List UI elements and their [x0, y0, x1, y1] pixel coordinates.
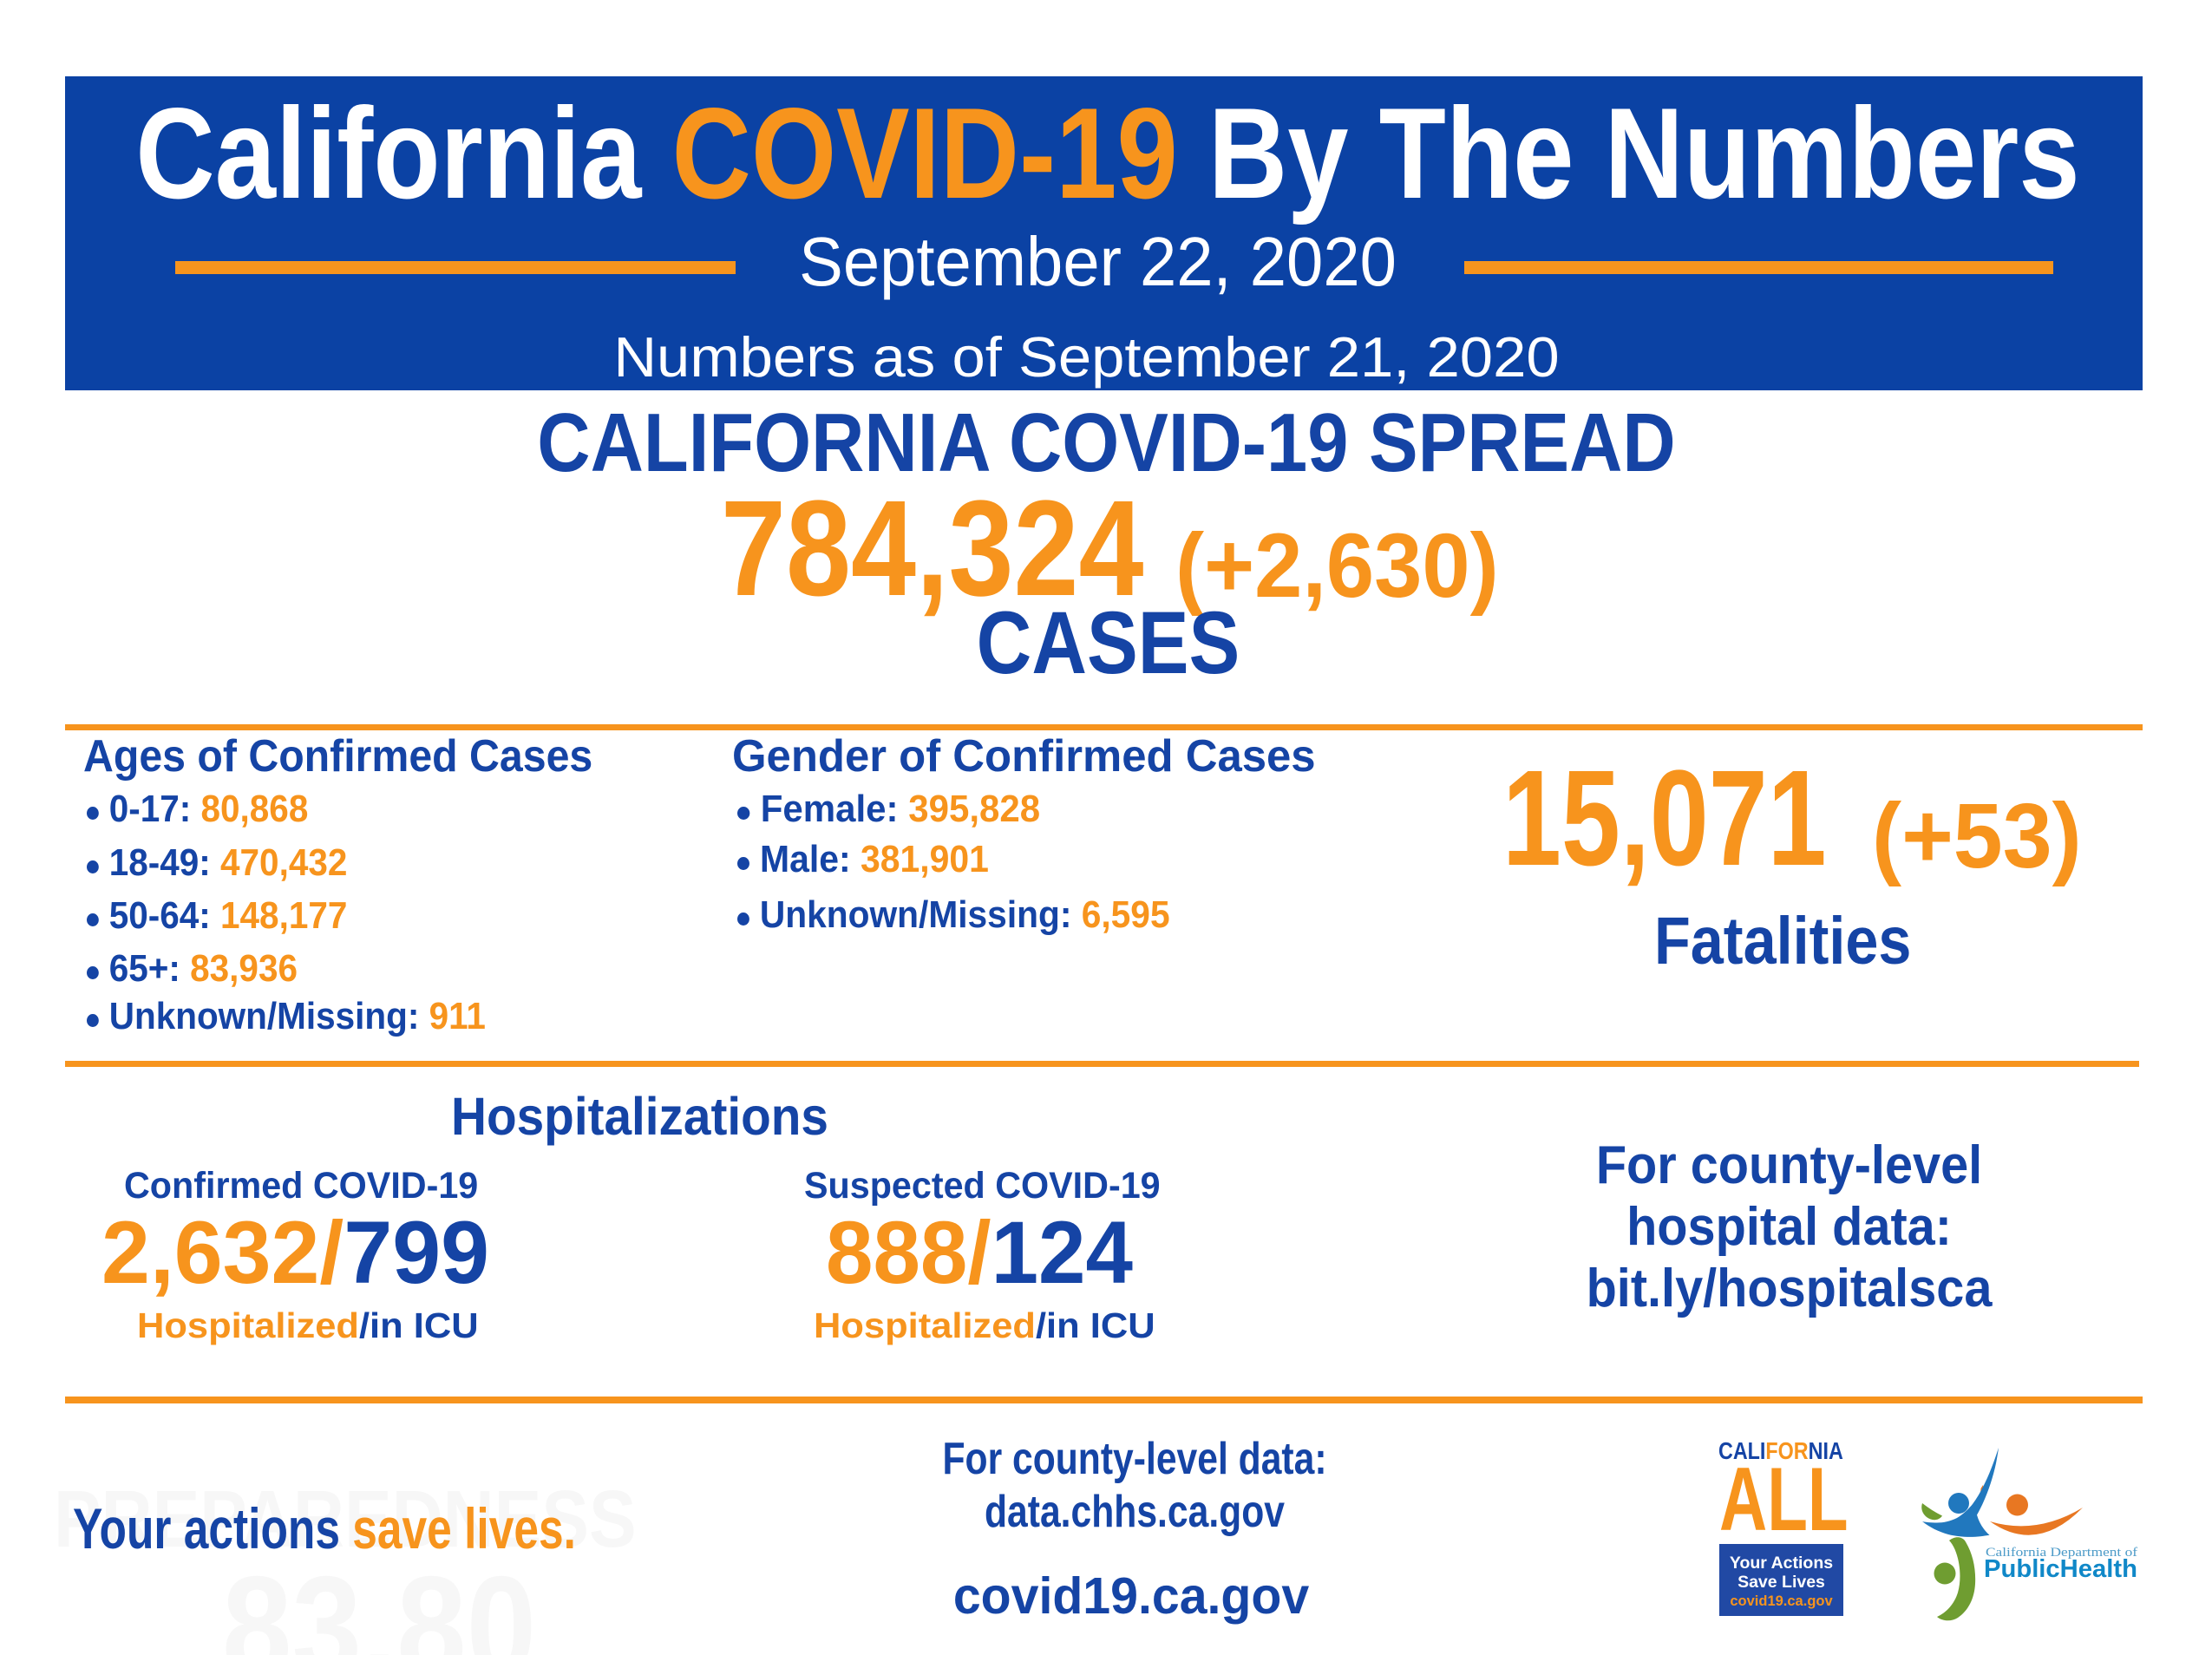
svg-text:California Department of: California Department of — [1986, 1546, 2137, 1560]
svg-text:PublicHealth: PublicHealth — [1984, 1555, 2137, 1583]
